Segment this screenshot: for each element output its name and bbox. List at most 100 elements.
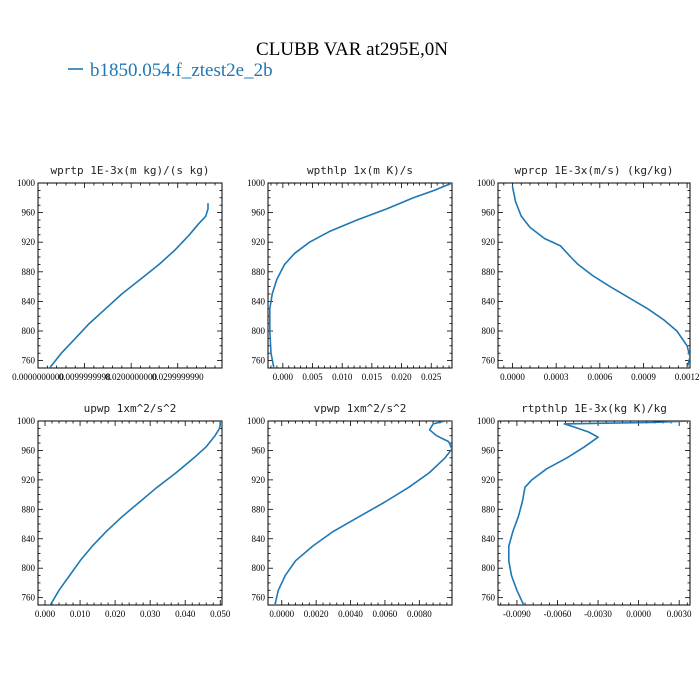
y-tick-label: 800 <box>482 326 496 336</box>
series-line <box>274 421 452 605</box>
y-tick-label: 880 <box>252 504 266 514</box>
panel-3: wprcp 1E-3x(m/s) (kg/kg) 760 800 840 880 920 9… <box>477 164 699 382</box>
x-tick-label: 0.0299999990 <box>152 372 204 382</box>
y-tick-label: 880 <box>22 267 36 277</box>
y-tick-label: 800 <box>252 326 266 336</box>
y-tick-label: 760 <box>252 356 266 366</box>
panel-title: wprtp 1E-3x(m kg)/(s kg) <box>51 164 210 177</box>
plot-frame <box>37 420 223 606</box>
x-tick-label: -0.0030 <box>584 609 612 619</box>
x-tick-label: 0.0000 <box>500 372 525 382</box>
x-tick-label: 0.050 <box>210 609 231 619</box>
y-tick-label: 920 <box>252 237 266 247</box>
x-tick-label: 0.0040 <box>338 609 363 619</box>
plot-frame <box>497 420 691 606</box>
y-tick-label: 760 <box>252 593 266 603</box>
y-tick-label: 960 <box>252 445 266 455</box>
y-tick-label: 760 <box>22 593 36 603</box>
x-tick-label: 0.0030 <box>667 609 692 619</box>
y-tick-label: 800 <box>252 563 266 573</box>
panel-2: wpthlp 1x(m K)/s 760 800 840 880 920 960 1000 0.… <box>247 164 453 382</box>
x-tick-label: 0.0012 <box>675 372 700 382</box>
series-line <box>268 183 452 368</box>
x-tick-label: 0.0000 <box>269 609 294 619</box>
y-tick-label: 920 <box>482 475 496 485</box>
x-tick-label: 0.0099999998 <box>59 372 111 382</box>
x-tick-label: 0.0020 <box>304 609 329 619</box>
x-tick-label: 0.015 <box>362 372 383 382</box>
y-tick-label: 960 <box>22 208 36 218</box>
y-tick-label: 1000 <box>477 416 496 426</box>
x-tick-label: 0.025 <box>421 372 442 382</box>
figure-legend: b1850.054.f_ztest2e_2b <box>68 60 273 81</box>
legend-label: b1850.054.f_ztest2e_2b <box>90 60 273 81</box>
panel-title: upwp 1xm^2/s^2 <box>84 402 177 415</box>
plot-frame <box>497 182 691 369</box>
x-tick-label: 0.020 <box>105 609 126 619</box>
y-tick-label: 1000 <box>247 178 266 188</box>
y-tick-label: 1000 <box>247 416 266 426</box>
x-tick-label: 0.0006 <box>587 372 612 382</box>
y-tick-label: 920 <box>252 475 266 485</box>
x-tick-label: 0.0060 <box>373 609 398 619</box>
x-tick-label: 0.020 <box>391 372 412 382</box>
x-tick-label: -0.0090 <box>503 609 531 619</box>
y-tick-label: 920 <box>22 237 36 247</box>
y-tick-label: 880 <box>482 504 496 514</box>
y-tick-label: 800 <box>482 563 496 573</box>
x-tick-label: 0.0000000000 <box>12 372 64 382</box>
y-tick-label: 840 <box>252 296 266 306</box>
y-tick-label: 920 <box>22 475 36 485</box>
series-line <box>48 202 209 368</box>
series-line <box>49 421 221 605</box>
panels-grid: wprtp 1E-3x(m kg)/(s kg) 760 800 840 880 920 9… <box>12 164 699 619</box>
y-tick-label: 960 <box>482 445 496 455</box>
panel-6: rtpthlp 1E-3x(kg K)/kg 760 800 840 880 920 960… <box>477 402 692 619</box>
y-tick-label: 840 <box>22 296 36 306</box>
panel-title: wprcp 1E-3x(m/s) (kg/kg) <box>515 164 674 177</box>
x-tick-label: -0.0060 <box>544 609 572 619</box>
y-tick-label: 840 <box>252 534 266 544</box>
x-tick-label: 0.0080 <box>407 609 432 619</box>
y-tick-label: 920 <box>482 237 496 247</box>
y-tick-label: 960 <box>22 445 36 455</box>
panel-1: wprtp 1E-3x(m kg)/(s kg) 760 800 840 880 920 9… <box>12 164 223 382</box>
y-tick-label: 840 <box>482 534 496 544</box>
panel-4: upwp 1xm^2/s^2 760 800 840 880 920 960 1000 0.00… <box>17 402 231 619</box>
series-line <box>511 185 690 368</box>
y-tick-label: 960 <box>252 208 266 218</box>
series-line <box>507 421 690 605</box>
x-tick-label: 0.030 <box>140 609 161 619</box>
y-tick-label: 760 <box>22 356 36 366</box>
y-tick-label: 1000 <box>17 178 36 188</box>
y-tick-label: 880 <box>22 504 36 514</box>
panel-title: rtpthlp 1E-3x(kg K)/kg <box>521 402 667 415</box>
x-tick-label: 0.0200000000 <box>105 372 157 382</box>
panel-5: vpwp 1xm^2/s^2 760 800 840 880 920 960 1000 0.00… <box>247 402 453 619</box>
x-tick-label: 0.0009 <box>631 372 656 382</box>
plot-frame <box>37 182 223 369</box>
y-tick-label: 840 <box>482 296 496 306</box>
y-tick-label: 800 <box>22 563 36 573</box>
x-tick-label: 0.010 <box>70 609 91 619</box>
x-tick-label: 0.0000 <box>626 609 651 619</box>
y-tick-label: 1000 <box>477 178 496 188</box>
panel-title: wpthlp 1x(m K)/s <box>307 164 413 177</box>
y-tick-label: 880 <box>252 267 266 277</box>
x-tick-label: 0.005 <box>302 372 323 382</box>
x-tick-label: 0.000 <box>273 372 294 382</box>
y-tick-label: 760 <box>482 356 496 366</box>
y-tick-label: 1000 <box>17 416 36 426</box>
x-tick-label: 0.040 <box>175 609 196 619</box>
x-tick-label: 0.000 <box>35 609 56 619</box>
y-tick-label: 960 <box>482 208 496 218</box>
panel-title: vpwp 1xm^2/s^2 <box>314 402 407 415</box>
figure-title: CLUBB VAR at295E,0N <box>256 39 448 60</box>
plot-frame <box>267 182 453 369</box>
y-tick-label: 880 <box>482 267 496 277</box>
plot-frame <box>267 420 453 606</box>
y-tick-label: 840 <box>22 534 36 544</box>
x-tick-label: 0.0003 <box>544 372 569 382</box>
x-tick-label: 0.010 <box>332 372 353 382</box>
